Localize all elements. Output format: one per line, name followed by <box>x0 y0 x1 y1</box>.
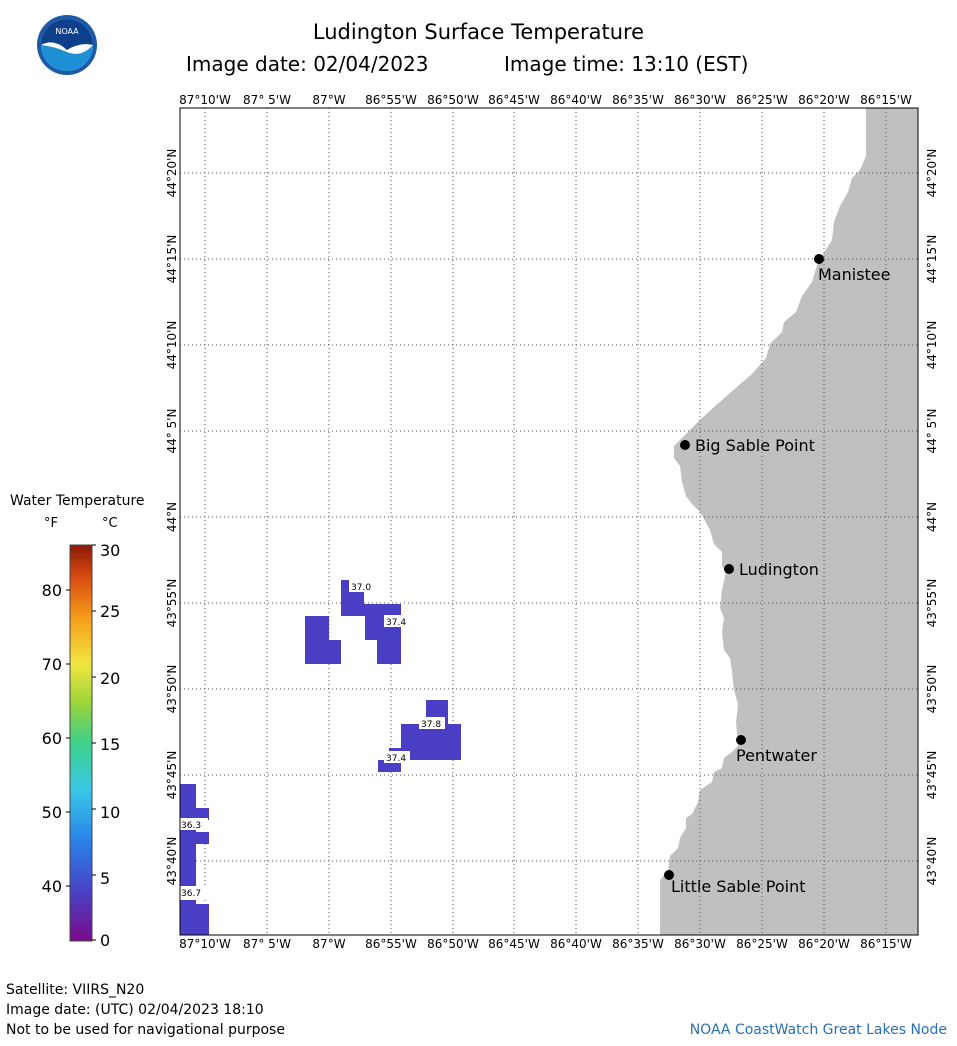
svg-text:86°35'W: 86°35'W <box>612 937 664 951</box>
svg-text:43°55'N: 43°55'N <box>925 579 939 628</box>
svg-text:86°15'W: 86°15'W <box>860 93 912 107</box>
temp-label: 37.4 <box>386 754 406 764</box>
image-date: Image date: 02/04/2023 <box>186 52 429 76</box>
disclaimer: Not to be used for navigational purpose <box>6 1022 285 1038</box>
legend-unit-c: °C <box>102 516 118 531</box>
svg-text:44° 5'N: 44° 5'N <box>165 409 179 454</box>
svg-text:86°25'W: 86°25'W <box>736 937 788 951</box>
svg-text:70: 70 <box>42 655 62 674</box>
svg-text:87° 5'W: 87° 5'W <box>243 937 291 951</box>
svg-text:43°50'N: 43°50'N <box>165 665 179 714</box>
graticule <box>180 108 918 935</box>
legend-colorbar <box>69 544 93 942</box>
temp-label: 36.7 <box>181 889 201 899</box>
svg-text:44°10'N: 44°10'N <box>925 321 939 370</box>
svg-text:44° 5'N: 44° 5'N <box>925 409 939 454</box>
svg-text:86°45'W: 86°45'W <box>488 937 540 951</box>
legend-title: Water Temperature <box>10 493 145 509</box>
svg-text:86°20'W: 86°20'W <box>798 937 850 951</box>
svg-text:86°25'W: 86°25'W <box>736 93 788 107</box>
svg-text:87° 5'W: 87° 5'W <box>243 93 291 107</box>
svg-text:86°50'W: 86°50'W <box>427 93 479 107</box>
svg-text:86°40'W: 86°40'W <box>550 937 602 951</box>
svg-text:86°55'W: 86°55'W <box>365 937 417 951</box>
temperature-labels: 37.0 37.4 37.8 37.4 36.3 36.7 <box>180 580 445 899</box>
page-title: Ludington Surface Temperature <box>312 20 645 44</box>
logo-text: NOAA <box>55 27 79 36</box>
svg-text:87°10'W: 87°10'W <box>179 93 231 107</box>
svg-text:44°15'N: 44°15'N <box>165 235 179 284</box>
svg-text:20: 20 <box>100 669 120 688</box>
lat-ticks-left: 44°20'N 44°15'N 44°10'N 44° 5'N 44°N 43°… <box>165 149 179 886</box>
credit-text: NOAA CoastWatch Great Lakes Node <box>689 1022 947 1038</box>
temp-label: 36.3 <box>181 821 201 831</box>
temp-label: 37.8 <box>421 720 441 730</box>
svg-text:86°50'W: 86°50'W <box>427 937 479 951</box>
noaa-logo: NOAA <box>36 14 98 76</box>
svg-text:80: 80 <box>42 581 62 600</box>
utc-date: Image date: (UTC) 02/04/2023 18:10 <box>6 1002 264 1018</box>
svg-text:44°N: 44°N <box>165 502 179 532</box>
legend-f-ticks: 80 70 60 50 40 <box>42 581 62 896</box>
svg-text:15: 15 <box>100 735 120 754</box>
place-dot <box>680 440 690 450</box>
place-markers: Manistee Big Sable Point Ludington Pentw… <box>664 254 891 896</box>
svg-text:44°20'N: 44°20'N <box>925 149 939 198</box>
svg-text:87°10'W: 87°10'W <box>179 937 231 951</box>
svg-text:5: 5 <box>100 869 110 888</box>
svg-text:87°W: 87°W <box>312 93 345 107</box>
place-dot <box>724 564 734 574</box>
svg-text:86°45'W: 86°45'W <box>488 93 540 107</box>
lat-ticks-right: 44°20'N 44°15'N 44°10'N 44° 5'N 44°N 43°… <box>925 149 939 886</box>
svg-text:0: 0 <box>100 931 110 950</box>
svg-text:40: 40 <box>42 877 62 896</box>
svg-text:43°45'N: 43°45'N <box>165 751 179 800</box>
svg-text:50: 50 <box>42 803 62 822</box>
svg-text:86°40'W: 86°40'W <box>550 93 602 107</box>
svg-text:43°40'N: 43°40'N <box>925 837 939 886</box>
svg-text:44°15'N: 44°15'N <box>925 235 939 284</box>
svg-text:43°40'N: 43°40'N <box>165 837 179 886</box>
svg-text:43°50'N: 43°50'N <box>925 665 939 714</box>
place-dot <box>664 870 674 880</box>
place-label-manistee: Manistee <box>818 265 891 284</box>
place-label-pentwater: Pentwater <box>736 746 817 765</box>
temperature-pixels <box>180 580 461 935</box>
land-area <box>660 108 918 935</box>
place-label-little-sable-point: Little Sable Point <box>671 877 806 896</box>
svg-text:44°10'N: 44°10'N <box>165 321 179 370</box>
svg-text:86°35'W: 86°35'W <box>612 93 664 107</box>
lon-ticks-top: 87°10'W 87° 5'W 87°W 86°55'W 86°50'W 86°… <box>179 93 912 107</box>
svg-text:43°45'N: 43°45'N <box>925 751 939 800</box>
svg-text:60: 60 <box>42 729 62 748</box>
svg-text:86°30'W: 86°30'W <box>674 937 726 951</box>
temp-label: 37.0 <box>351 583 371 593</box>
svg-text:44°20'N: 44°20'N <box>165 149 179 198</box>
temp-label: 37.4 <box>386 618 406 628</box>
legend-unit-f: °F <box>44 516 58 531</box>
svg-text:86°20'W: 86°20'W <box>798 93 850 107</box>
place-label-big-sable-point: Big Sable Point <box>695 436 815 455</box>
legend-tick-marks <box>66 544 96 941</box>
svg-text:30: 30 <box>100 541 120 560</box>
place-dot <box>736 735 746 745</box>
svg-text:43°55'N: 43°55'N <box>165 579 179 628</box>
place-dot <box>814 254 824 264</box>
image-time: Image time: 13:10 (EST) <box>504 52 749 76</box>
lon-ticks-bottom: 87°10'W 87° 5'W 87°W 86°55'W 86°50'W 86°… <box>179 937 912 951</box>
svg-text:86°30'W: 86°30'W <box>674 93 726 107</box>
svg-text:87°W: 87°W <box>312 937 345 951</box>
svg-text:86°55'W: 86°55'W <box>365 93 417 107</box>
satellite-info: Satellite: VIIRS_N20 <box>6 982 145 998</box>
svg-text:10: 10 <box>100 803 120 822</box>
svg-text:86°15'W: 86°15'W <box>860 937 912 951</box>
svg-text:25: 25 <box>100 602 120 621</box>
place-label-ludington: Ludington <box>739 560 819 579</box>
map-frame <box>179 107 919 936</box>
svg-text:44°N: 44°N <box>925 502 939 532</box>
legend-c-ticks: 30 25 20 15 10 5 0 <box>100 541 120 950</box>
